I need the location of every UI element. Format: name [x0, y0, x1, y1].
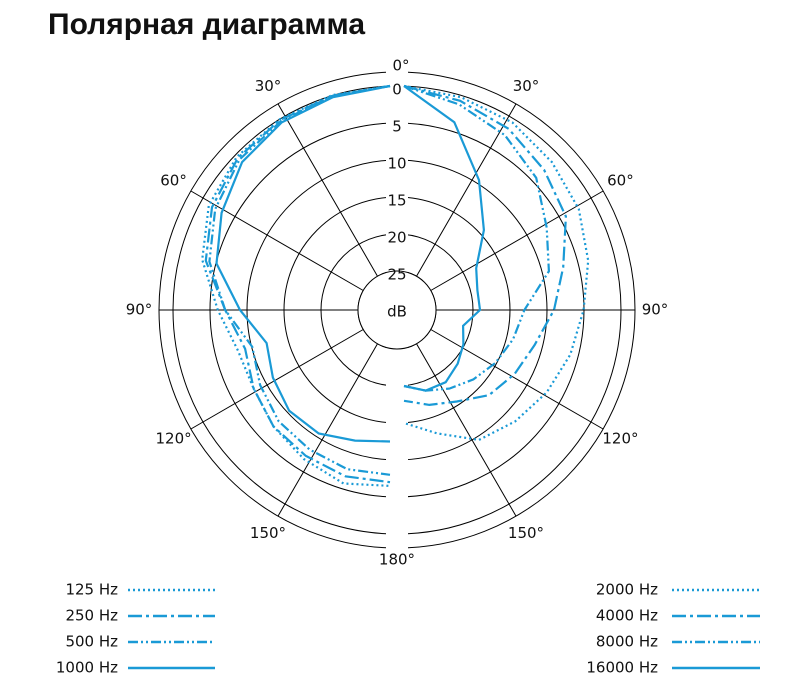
series-line: [403, 84, 590, 442]
angle-label: 180°: [379, 551, 415, 569]
series-line: [208, 84, 391, 476]
grid-spoke: [416, 343, 517, 517]
legend-label: 8000 Hz: [596, 633, 658, 651]
legend-label: 250 Hz: [65, 607, 118, 625]
legend-label: 4000 Hz: [596, 607, 658, 625]
angle-label: 120°: [602, 430, 638, 448]
grid-spoke: [416, 103, 517, 277]
grid-spoke: [430, 190, 604, 291]
angle-label: 60°: [607, 172, 634, 190]
legend-label: 125 Hz: [65, 581, 118, 599]
angle-label: 150°: [250, 524, 286, 542]
grid-spoke: [190, 190, 364, 291]
angle-label: 150°: [508, 524, 544, 542]
grid-spoke: [277, 343, 378, 517]
center-disc: [357, 270, 437, 350]
series-line: [215, 84, 391, 443]
angle-label: 30°: [255, 77, 282, 95]
radial-tick-label: 15: [387, 192, 406, 210]
series-line: [403, 84, 568, 407]
radial-label: dB: [387, 303, 407, 321]
grid-spoke: [430, 329, 604, 430]
angle-label: 90°: [642, 301, 669, 319]
angle-label: 0°: [392, 57, 409, 75]
legend-label: 16000 Hz: [586, 659, 658, 677]
grid-spoke: [277, 103, 378, 277]
radial-tick-label: 0: [392, 81, 402, 99]
angle-label: 60°: [160, 172, 187, 190]
series-line: [403, 84, 551, 392]
angle-label: 90°: [126, 301, 153, 319]
legend-label: 1000 Hz: [56, 659, 118, 677]
angle-label: 120°: [155, 430, 191, 448]
series-line: [201, 84, 391, 487]
radial-tick-label: 5: [392, 118, 402, 136]
angle-label: 30°: [513, 77, 540, 95]
legend-label: 2000 Hz: [596, 581, 658, 599]
series-line: [403, 85, 486, 392]
chart-title: Полярная диаграмма: [48, 8, 365, 41]
radial-tick-label: 25: [387, 266, 406, 284]
legend-label: 500 Hz: [65, 633, 118, 651]
grid-spoke: [190, 329, 364, 430]
radial-tick-label: 10: [387, 155, 406, 173]
radial-tick-label: 20: [387, 229, 406, 247]
